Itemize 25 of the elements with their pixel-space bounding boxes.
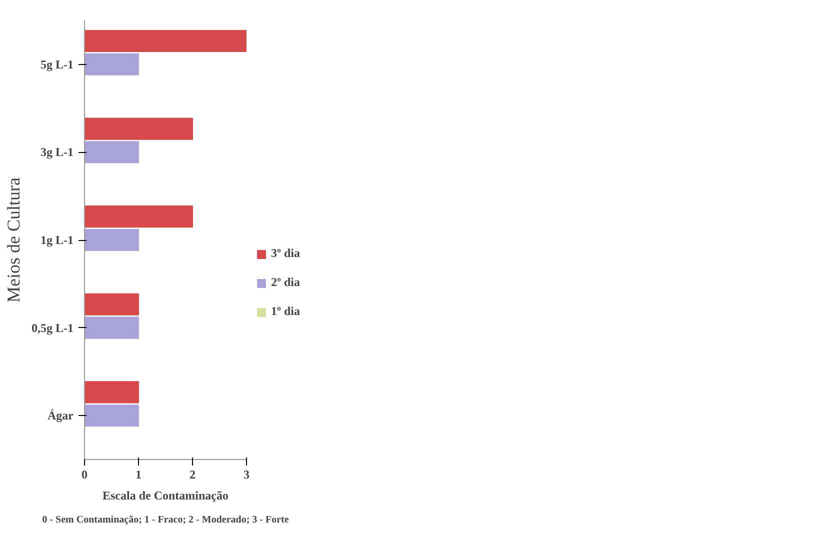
x-tick-label: 1 (136, 468, 142, 482)
text: 0 - Sem Contaminação; 1 - Fraco; 2 - Moderado; 3 - Forte (42, 514, 290, 526)
y-tick-label: Ágar (48, 408, 74, 423)
bar (84, 381, 139, 404)
y-tick-label: 5g L-1 (40, 57, 74, 72)
bar (84, 53, 139, 76)
bar (84, 228, 139, 252)
legend-label: 2º dia (271, 275, 300, 290)
x-tick-label: 3 (244, 468, 250, 482)
y-tick-label: 3g L-1 (40, 145, 74, 160)
legend-label: 1º dia (271, 304, 300, 319)
bar (84, 141, 139, 164)
bar (84, 404, 139, 427)
bar (84, 316, 139, 339)
y-axis-title: Meios de Cultura (4, 178, 24, 302)
x-tick-label: 0 (82, 468, 88, 482)
bar (84, 293, 139, 316)
bar (84, 206, 193, 228)
y-tick-label: 1g L-1 (40, 233, 74, 247)
bar (84, 30, 246, 52)
bar (84, 118, 193, 140)
x-tick-label: 2 (190, 468, 196, 482)
x-axis-title: Escala de Contaminação (102, 488, 228, 502)
y-tick-label: 0,5g L-1 (32, 320, 74, 335)
legend-label: 3º dia (271, 246, 300, 261)
